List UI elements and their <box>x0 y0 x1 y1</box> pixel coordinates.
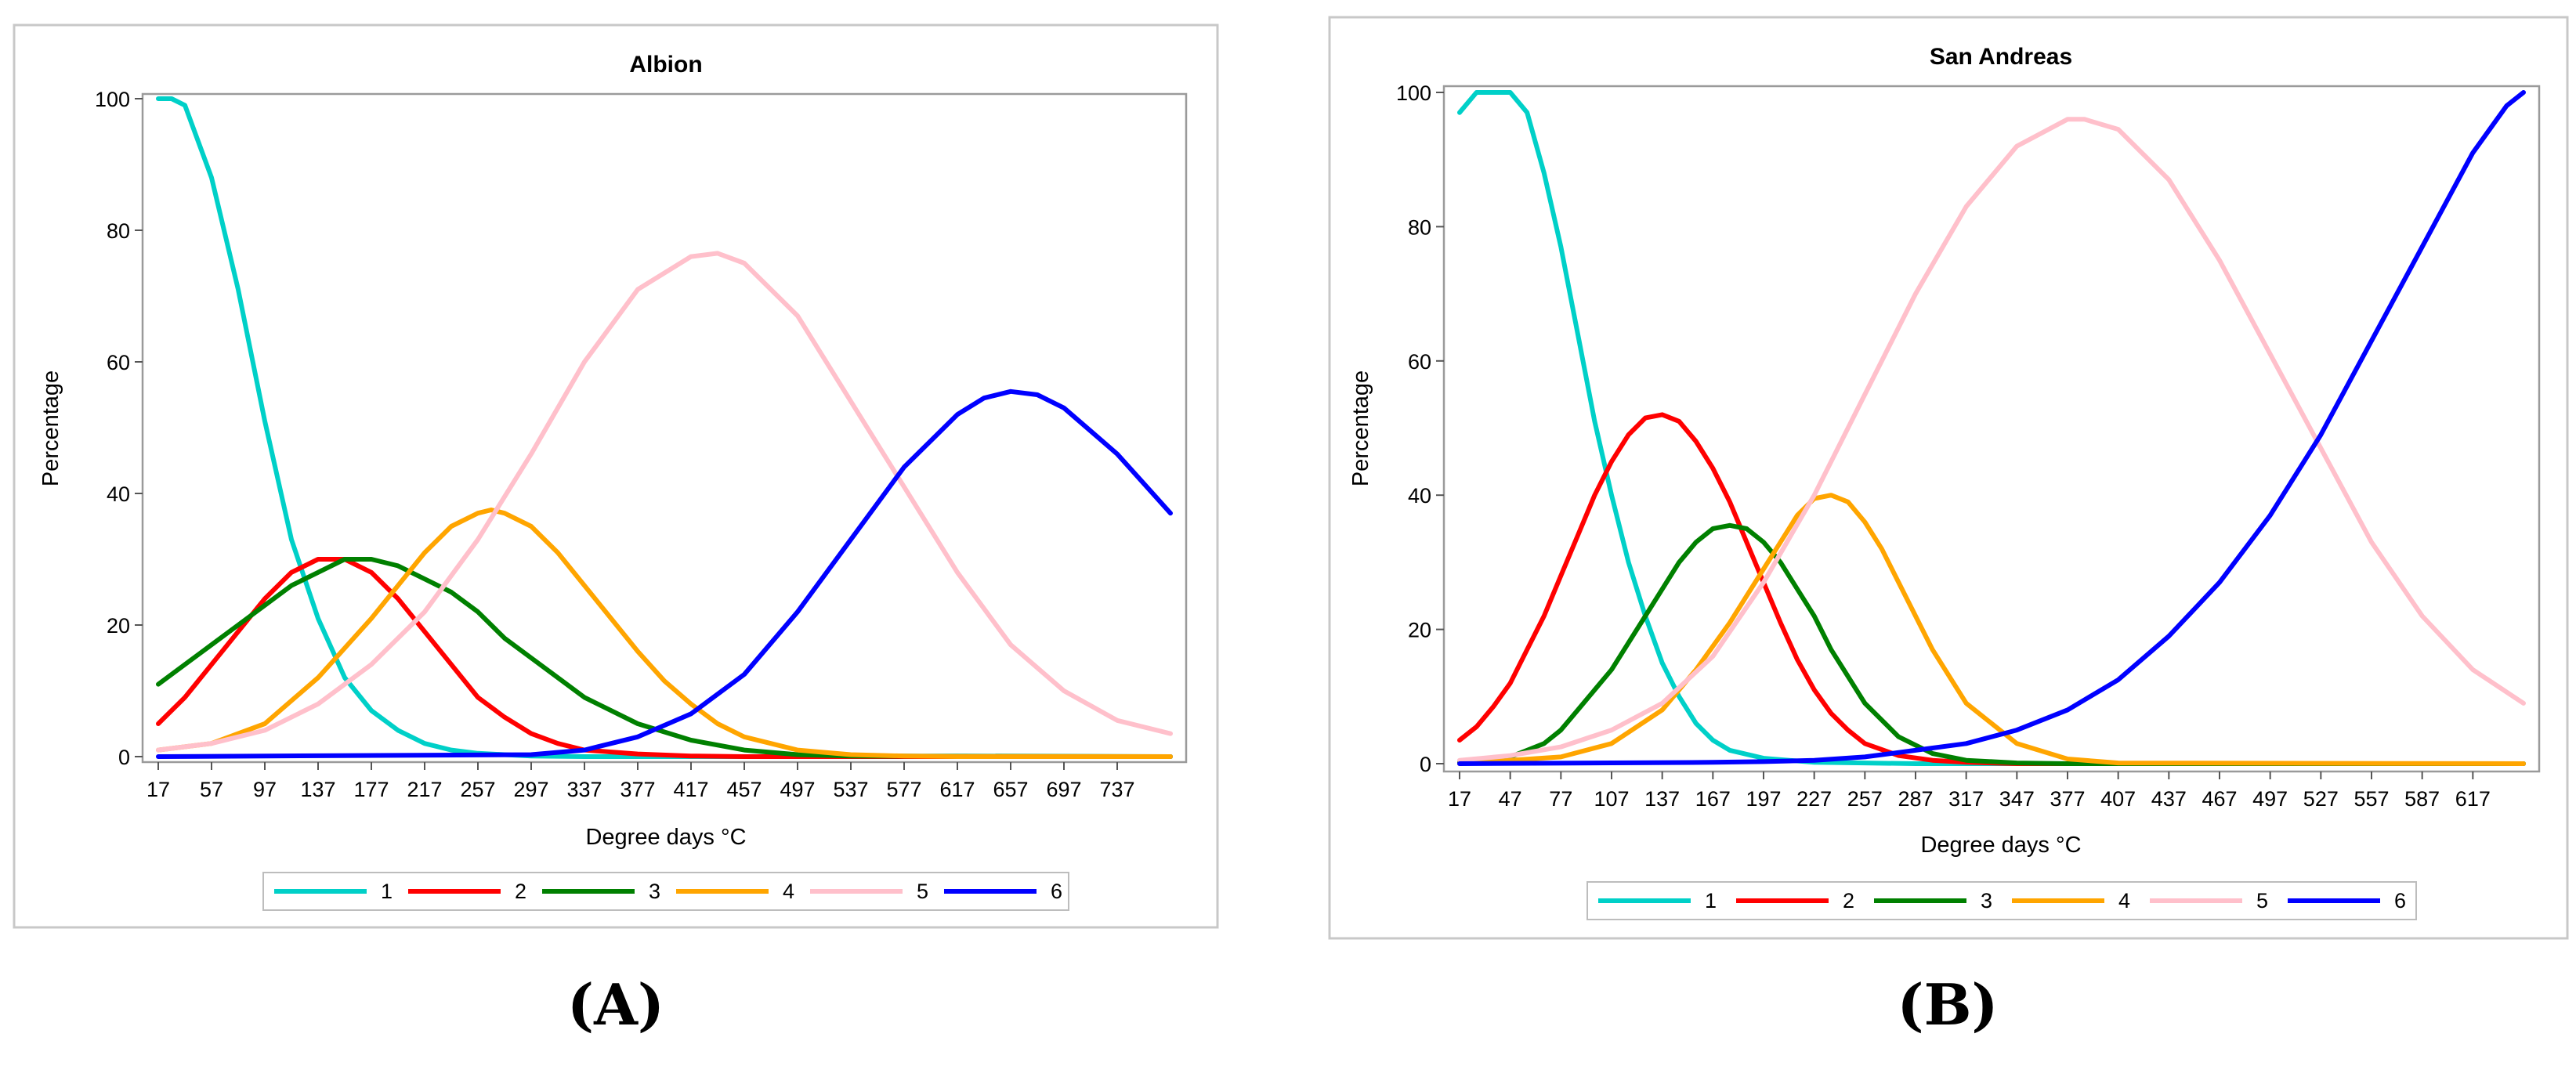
x-tick-label: 137 <box>1644 787 1680 811</box>
x-tick-label: 317 <box>1948 787 1984 811</box>
x-tick-label: 657 <box>993 778 1028 801</box>
x-tick-label: 97 <box>253 778 277 801</box>
x-tick-label: 137 <box>300 778 335 801</box>
y-tick-label: 100 <box>95 88 130 111</box>
y-tick-label: 80 <box>107 219 130 243</box>
chart-panel-a: Albion 0 20 40 60 80 100 17 57 97 137 177 217 257 29… <box>13 23 1219 929</box>
series-line-3 <box>156 557 1173 759</box>
x-tick-label: 47 <box>1499 787 1522 811</box>
legend-box <box>1586 881 2417 920</box>
plot-area <box>1442 85 2541 773</box>
legend-label-3: 3 <box>649 880 660 903</box>
x-tick-label: 77 <box>1549 787 1572 811</box>
x-tick-label: 697 <box>1046 778 1081 801</box>
series-line-2 <box>1457 412 2526 766</box>
chart-title: Albion <box>629 52 702 78</box>
legend-label-6: 6 <box>2394 889 2406 912</box>
x-tick-label: 197 <box>1746 787 1781 811</box>
series-line-6 <box>156 388 1173 759</box>
x-axis-label: Degree days °C <box>1920 833 2081 858</box>
x-tick-label: 227 <box>1796 787 1832 811</box>
y-tick-label: 20 <box>1408 619 1431 642</box>
y-tick-label: 60 <box>1408 350 1431 374</box>
x-tick-label: 107 <box>1594 787 1629 811</box>
legend-label-4: 4 <box>2118 889 2130 912</box>
y-tick-label: 20 <box>107 614 130 638</box>
chart-panel-b: San Andreas 0 20 40 60 80 100 17 47 77 107 137 167… <box>1328 16 2569 940</box>
y-axis-label: Percentage <box>38 370 63 486</box>
x-tick-label: 217 <box>407 778 442 801</box>
x-tick-label: 617 <box>939 778 975 801</box>
x-tick-label: 467 <box>2202 787 2237 811</box>
panel-caption-b: (B) <box>1897 971 1999 1038</box>
x-tick-label: 537 <box>833 778 868 801</box>
x-tick-label: 177 <box>353 778 389 801</box>
y-axis-label: Percentage <box>1348 370 1373 486</box>
x-tick-label: 577 <box>886 778 921 801</box>
x-axis-label: Degree days °C <box>585 825 746 850</box>
chart-title: San Andreas <box>1930 44 2072 70</box>
y-tick-label: 60 <box>107 351 130 374</box>
y-tick-label: 40 <box>1408 484 1431 508</box>
x-tick-label: 457 <box>726 778 762 801</box>
x-tick-label: 257 <box>460 778 495 801</box>
x-tick-label: 17 <box>147 778 170 801</box>
y-tick-label: 0 <box>1420 753 1431 776</box>
x-tick-label: 297 <box>513 778 548 801</box>
x-tick-label: 377 <box>2050 787 2085 811</box>
legend-label-1: 1 <box>381 880 393 903</box>
x-tick-label: 557 <box>2353 787 2389 811</box>
legend-label-5: 5 <box>2256 889 2268 912</box>
x-tick-label: 337 <box>566 778 602 801</box>
plot-area <box>141 92 1188 764</box>
legend-label-5: 5 <box>917 880 928 903</box>
x-tick-label: 287 <box>1898 787 1933 811</box>
x-tick-label: 257 <box>1847 787 1883 811</box>
series-line-4 <box>156 508 1173 759</box>
x-tick-label: 17 <box>1448 787 1471 811</box>
x-tick-label: 617 <box>2455 787 2491 811</box>
y-tick-label: 40 <box>107 482 130 506</box>
y-tick-label: 80 <box>1408 215 1431 239</box>
series-line-5 <box>1457 117 2526 763</box>
legend-label-3: 3 <box>1981 889 1992 912</box>
x-tick-label: 417 <box>673 778 708 801</box>
x-tick-label: 587 <box>2404 787 2440 811</box>
x-tick-label: 347 <box>1999 787 2035 811</box>
x-tick-label: 407 <box>2100 787 2136 811</box>
y-tick-label: 100 <box>1396 81 1431 105</box>
panel-caption-a: (A) <box>567 971 664 1038</box>
legend-label-4: 4 <box>783 880 794 903</box>
series-line-3 <box>1457 522 2526 766</box>
series-line-5 <box>156 251 1173 753</box>
x-tick-label: 437 <box>2151 787 2187 811</box>
x-tick-label: 57 <box>200 778 223 801</box>
legend-label-2: 2 <box>1843 889 1854 912</box>
y-tick-label: 0 <box>118 746 130 769</box>
legend-label-1: 1 <box>1705 889 1717 912</box>
series-line-6 <box>1457 90 2526 766</box>
x-tick-label: 497 <box>2252 787 2288 811</box>
x-tick-label: 377 <box>620 778 655 801</box>
legend-label-2: 2 <box>515 880 526 903</box>
x-tick-label: 737 <box>1099 778 1134 801</box>
legend-box <box>262 872 1069 911</box>
legend-label-6: 6 <box>1051 880 1062 903</box>
x-tick-label: 527 <box>2303 787 2339 811</box>
x-tick-label: 497 <box>780 778 815 801</box>
x-tick-label: 167 <box>1695 787 1731 811</box>
